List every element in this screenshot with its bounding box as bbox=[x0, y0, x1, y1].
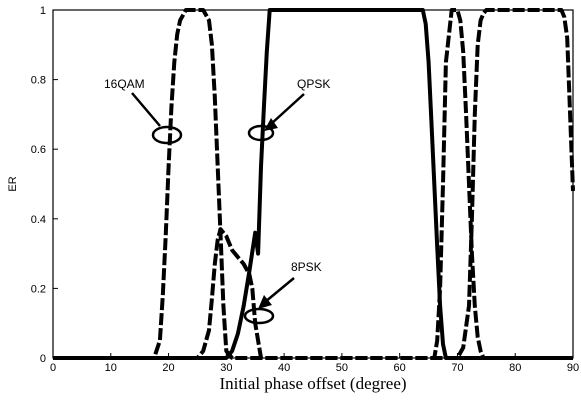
annotation-qpsk: QPSK bbox=[297, 77, 330, 91]
ticks: 0 10 20 30 40 50 60 70 80 90 0 0.2 0.4 0.6 0.8 1 bbox=[31, 5, 579, 374]
x-tick-label: 0 bbox=[50, 362, 56, 374]
annotation-8psk-arrow bbox=[264, 277, 295, 303]
annotation-16qam: 16QAM bbox=[104, 77, 145, 91]
annotation-8psk-ellipse bbox=[243, 307, 275, 325]
y-tick-label: 0.6 bbox=[31, 144, 46, 156]
annotations: 16QAM QPSK 8PSK bbox=[104, 77, 330, 325]
x-tick-label: 30 bbox=[220, 362, 232, 374]
y-tick-label: 0.2 bbox=[31, 283, 46, 295]
y-tick-label: 0.4 bbox=[31, 214, 46, 226]
x-tick-label: 70 bbox=[451, 362, 463, 374]
x-tick-label: 80 bbox=[509, 362, 521, 374]
y-tick-label: 0 bbox=[40, 353, 46, 365]
x-tick-label: 90 bbox=[567, 362, 579, 374]
annotation-qpsk-ellipse bbox=[247, 124, 275, 142]
annotation-qpsk-arrow bbox=[270, 93, 305, 125]
x-axis-title: Initial phase offset (degree) bbox=[219, 374, 406, 393]
y-tick-label: 1 bbox=[40, 5, 46, 17]
x-tick-label: 60 bbox=[394, 362, 406, 374]
series-line-2 bbox=[53, 8, 575, 360]
x-tick-label: 20 bbox=[162, 362, 174, 374]
plot-frame bbox=[52, 9, 574, 359]
y-tick-label: 0.8 bbox=[31, 75, 46, 87]
annotation-16qam-arrow bbox=[131, 92, 161, 127]
annotation-8psk-arrowhead bbox=[258, 295, 272, 309]
x-tick-label: 10 bbox=[105, 362, 117, 374]
series-line-3 bbox=[53, 8, 573, 360]
x-tick-label: 50 bbox=[336, 362, 348, 374]
x-tick-label: 40 bbox=[278, 362, 290, 374]
y-axis-title: ER bbox=[7, 176, 19, 191]
series-line-1 bbox=[53, 8, 573, 360]
annotation-16qam-ellipse bbox=[151, 125, 183, 145]
series-group bbox=[53, 8, 575, 360]
annotation-8psk: 8PSK bbox=[291, 260, 322, 274]
